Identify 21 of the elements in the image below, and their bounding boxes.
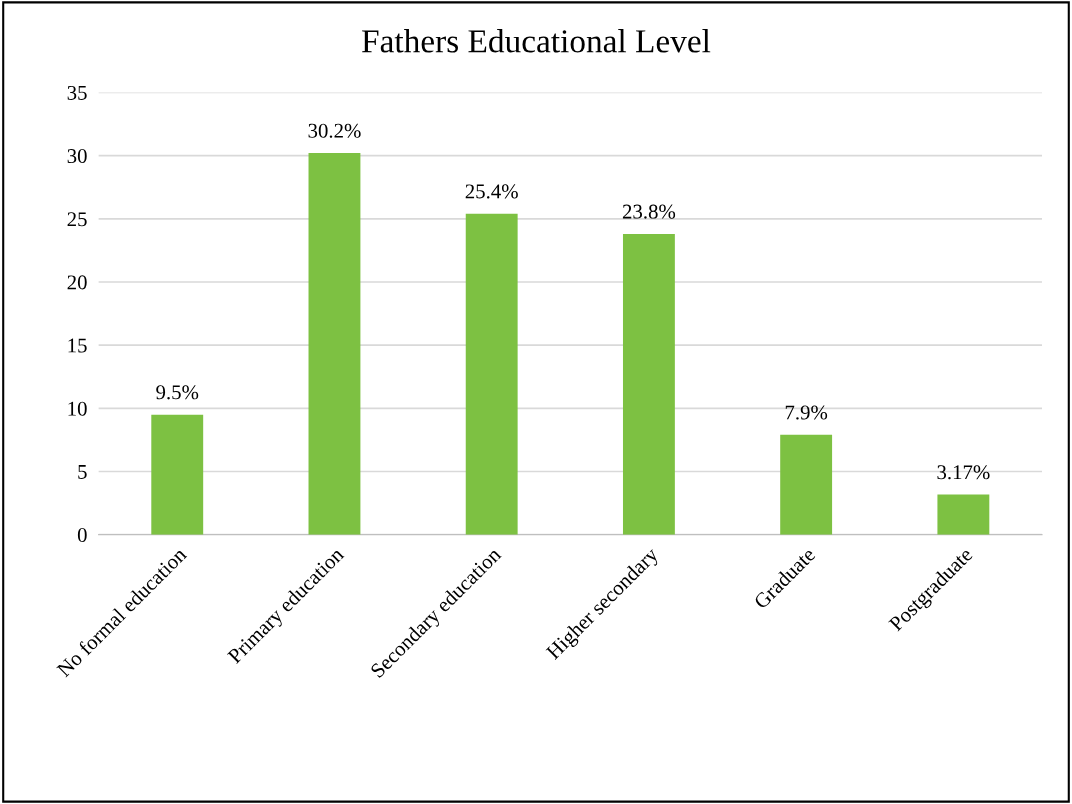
y-tick-label: 30: [67, 149, 87, 164]
y-tick-label: 0: [77, 528, 87, 543]
bar: [937, 494, 990, 535]
bar: [151, 414, 204, 535]
data-label: 3.17%: [937, 465, 990, 480]
y-tick-label: 35: [67, 85, 87, 100]
bar: [622, 233, 675, 535]
data-label: 7.9%: [785, 405, 828, 420]
y-tick-label: 5: [78, 465, 87, 479]
chart-title: Fathers Educational Level: [362, 29, 711, 53]
data-label: 30.2%: [308, 123, 361, 138]
bar: [465, 213, 518, 535]
data-label: 23.8%: [622, 204, 676, 219]
y-tick-label: 15: [68, 338, 87, 353]
data-label: 25.4%: [465, 184, 518, 199]
bar: [780, 434, 833, 535]
y-tick-label: 25: [67, 212, 87, 227]
bar: [308, 153, 361, 535]
y-tick-label: 20: [67, 275, 87, 290]
data-label: 9.5%: [156, 385, 199, 400]
y-tick-label: 10: [68, 401, 87, 416]
